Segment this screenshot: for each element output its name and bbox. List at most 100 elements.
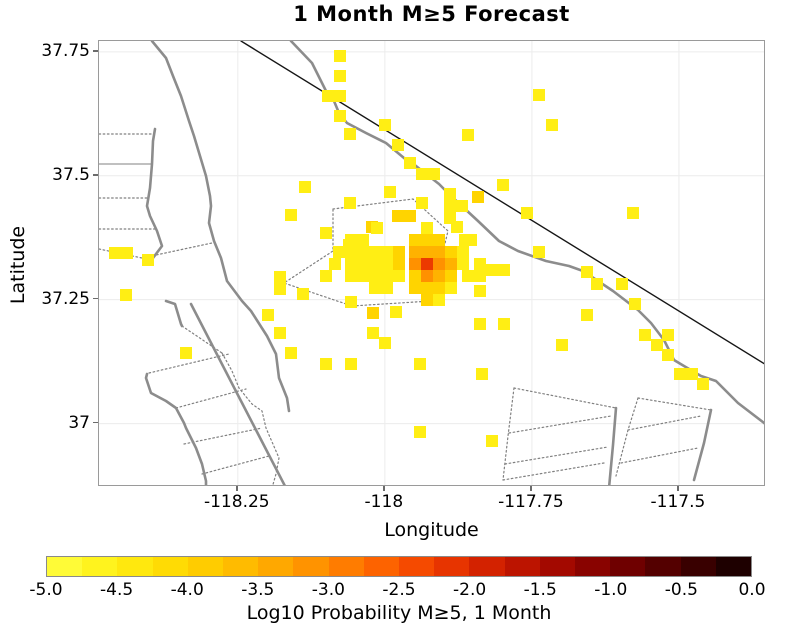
- probability-cell: [433, 233, 445, 246]
- mapped-feature-dotted-line: [175, 388, 247, 409]
- probability-cell: [357, 233, 370, 246]
- fault-trace-line: [144, 372, 208, 485]
- probability-cell: [367, 306, 380, 319]
- colorbar-segment: [223, 557, 259, 576]
- colorbar-tick-label: -5.0: [29, 580, 63, 600]
- probability-cell: [344, 295, 357, 308]
- fault-trace-line: [189, 302, 286, 485]
- colorbar-segment: [539, 557, 576, 576]
- tick-mark: [93, 50, 98, 52]
- tick-mark: [236, 486, 238, 491]
- colorbar-segment: [328, 557, 364, 576]
- probability-cell: [393, 245, 405, 258]
- probability-cell: [420, 281, 433, 294]
- x-tick-label: -118: [364, 492, 404, 512]
- colorbar-segment: [363, 557, 400, 576]
- probability-cell: [357, 245, 370, 258]
- probability-cell: [673, 367, 686, 380]
- mapped-feature-dotted-line: [181, 325, 223, 354]
- probability-cell: [545, 118, 558, 131]
- tick-mark: [93, 174, 98, 176]
- probability-cell: [444, 245, 457, 258]
- probability-cell: [333, 245, 345, 258]
- colorbar-tick-label: -0.5: [664, 580, 698, 600]
- probability-cell: [475, 367, 488, 380]
- probability-cell: [685, 367, 698, 380]
- probability-cell: [297, 287, 310, 300]
- colorbar-segment: [399, 557, 435, 576]
- colorbar-tick-label: -3.0: [311, 580, 345, 600]
- probability-cell: [580, 265, 593, 278]
- probability-cell: [433, 269, 445, 282]
- colorbar-segment: [575, 557, 611, 576]
- probability-cell: [615, 277, 628, 290]
- probability-cell: [464, 233, 477, 246]
- probability-cell: [420, 257, 433, 270]
- mapped-feature-dotted-line: [615, 397, 639, 477]
- probability-cell: [368, 269, 381, 282]
- probability-cell: [343, 127, 356, 140]
- probability-cell: [273, 282, 286, 295]
- probability-cell: [661, 328, 674, 341]
- probability-cell: [461, 128, 474, 141]
- mapped-feature-dotted-line: [183, 427, 263, 445]
- probability-cell: [628, 297, 641, 310]
- probability-cell: [368, 245, 381, 258]
- probability-cell: [651, 338, 664, 351]
- probability-cell: [321, 90, 334, 102]
- probability-cell: [415, 196, 428, 209]
- y-tick-label: 37.25: [41, 288, 90, 309]
- probability-cell: [380, 281, 393, 294]
- probability-cell: [627, 207, 640, 219]
- colorbar-tick-label: -4.5: [100, 580, 134, 600]
- probability-cell: [433, 293, 445, 306]
- probability-cell: [393, 269, 405, 282]
- probability-cell: [433, 257, 445, 270]
- probability-cell: [415, 167, 428, 180]
- mapped-feature-dotted-line: [620, 447, 699, 464]
- tick-mark: [93, 421, 98, 424]
- probability-cell: [333, 90, 346, 102]
- probability-cell: [284, 208, 297, 221]
- mapped-feature-dotted-line: [201, 455, 270, 475]
- colorbar-tick-label: -1.5: [523, 580, 557, 600]
- probability-cell: [298, 180, 311, 193]
- colorbar-segment: [680, 557, 716, 576]
- probability-cell: [370, 221, 383, 234]
- mapped-feature-dotted-line: [513, 387, 617, 409]
- mapped-feature-dotted-line: [627, 415, 702, 431]
- probability-cell: [320, 226, 332, 239]
- probability-cell: [444, 281, 457, 294]
- probability-cell: [108, 246, 121, 259]
- map-plot-area: [98, 40, 765, 486]
- probability-cell: [444, 269, 457, 282]
- fault-trace-line: [164, 299, 184, 328]
- colorbar-tick-label: -2.5: [382, 580, 416, 600]
- y-axis-label: Latitude: [7, 225, 29, 305]
- chart-title: 1 Month M≥5 Forecast: [293, 2, 570, 26]
- y-tick-label: 37: [68, 412, 90, 433]
- probability-cell: [420, 233, 433, 246]
- probability-cell: [474, 317, 487, 330]
- probability-cell: [471, 190, 484, 203]
- probability-cell: [357, 269, 370, 282]
- probability-cell: [420, 269, 433, 282]
- mapped-feature-dotted-line: [502, 387, 515, 481]
- colorbar-segment: [47, 557, 83, 576]
- colorbar-tick-label: -3.5: [241, 580, 275, 600]
- probability-cell: [368, 281, 381, 294]
- tick-mark: [383, 486, 385, 491]
- probability-cell: [391, 139, 404, 152]
- probability-cell: [485, 435, 498, 448]
- probability-cell: [533, 245, 545, 258]
- probability-cell: [497, 178, 510, 191]
- probability-cell: [413, 425, 426, 438]
- mapped-feature-dotted-line: [502, 462, 605, 481]
- probability-cell: [320, 357, 332, 370]
- probability-cell: [590, 277, 603, 290]
- probability-cell: [333, 69, 346, 82]
- mapped-feature-dotted-line: [221, 352, 280, 485]
- probability-cell: [378, 336, 391, 349]
- probability-cell: [461, 269, 474, 282]
